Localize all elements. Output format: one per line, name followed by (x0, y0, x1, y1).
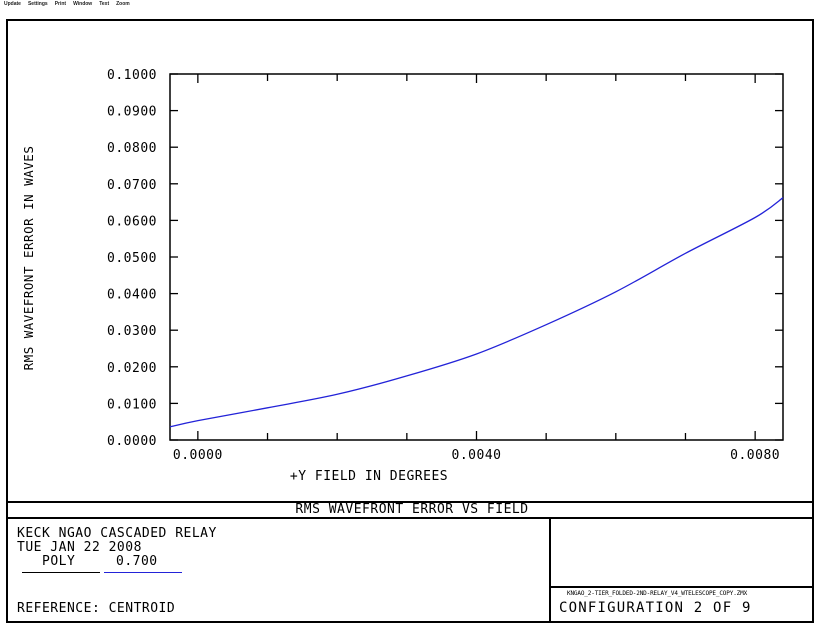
y-tick-label: 0.0100 (107, 397, 157, 412)
legend-value: 0.700 (116, 554, 158, 569)
y-tick-label: 0.0500 (107, 251, 157, 266)
menu-item-print[interactable]: Print (54, 1, 67, 7)
legend-blue-line (104, 572, 182, 573)
divider-vertical (549, 517, 551, 623)
divider-right (549, 586, 814, 588)
file-name: KNGAO_2-TIER_FOLDED-2ND-RELAY_V4_WTELESC… (567, 590, 748, 597)
y-tick-label: 0.0700 (107, 178, 157, 193)
plot-frame (169, 73, 784, 441)
menu-item-window[interactable]: Window (73, 1, 93, 7)
y-tick-label: 0.0200 (107, 361, 157, 376)
menu-item-update[interactable]: Update (4, 1, 21, 7)
y-tick-label: 0.0400 (107, 288, 157, 303)
y-tick-label: 0.1000 (107, 68, 157, 83)
legend-label: POLY (42, 554, 76, 569)
menu-item-zoom[interactable]: Zoom (116, 1, 130, 7)
menu-item-settings[interactable]: Settings (27, 1, 48, 7)
y-tick-label: 0.0800 (107, 141, 157, 156)
reference-text: REFERENCE: CENTROID (17, 601, 176, 616)
x-tick-label: 0.0040 (452, 448, 502, 463)
y-tick-label: 0.0000 (107, 434, 157, 449)
plot-window-frame (6, 19, 814, 623)
info-date-line: TUE JAN 22 2008 (17, 540, 142, 555)
menu-item-text[interactable]: Text (99, 1, 110, 7)
y-tick-label: 0.0300 (107, 324, 157, 339)
info-title-line: KECK NGAO CASCADED RELAY (17, 526, 217, 541)
x-tick-label: 0.0080 (730, 448, 780, 463)
x-tick-label: 0.0000 (173, 448, 223, 463)
menu-bar: Update Settings Print Window Text Zoom (0, 0, 817, 14)
menu-items: Update Settings Print Window Text Zoom (4, 1, 130, 7)
divider-title (6, 517, 814, 519)
x-axis-label: +Y FIELD IN DEGREES (289, 469, 449, 484)
series-line-0 (169, 197, 784, 428)
divider-top (6, 501, 814, 503)
configuration-text: CONFIGURATION 2 OF 9 (559, 600, 752, 616)
y-axis-label: RMS WAVEFRONT ERROR IN WAVES (21, 145, 36, 371)
y-tick-label: 0.0900 (107, 105, 157, 120)
chart-title: RMS WAVEFRONT ERROR VS FIELD (295, 502, 529, 517)
y-tick-label: 0.0600 (107, 214, 157, 229)
legend-black-line (22, 572, 100, 573)
